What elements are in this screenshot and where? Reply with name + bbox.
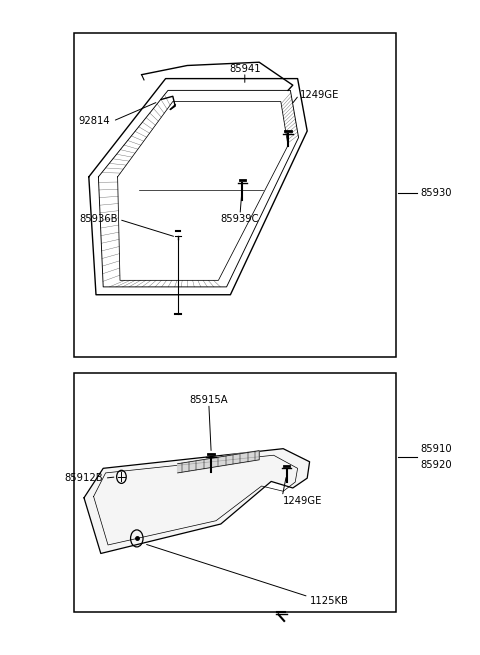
Bar — [74, 33, 396, 357]
Polygon shape — [178, 451, 259, 473]
Text: 1125KB: 1125KB — [310, 595, 348, 606]
Text: 85936B: 85936B — [79, 214, 118, 225]
Text: 85930: 85930 — [420, 188, 452, 198]
Bar — [74, 373, 396, 612]
Text: 85920: 85920 — [420, 460, 452, 470]
Polygon shape — [84, 449, 310, 553]
Text: 1249GE: 1249GE — [283, 496, 323, 506]
Text: 85910: 85910 — [420, 443, 452, 454]
Text: 92814: 92814 — [79, 116, 110, 126]
Text: 85912B: 85912B — [65, 473, 103, 483]
Text: 85915A: 85915A — [190, 394, 228, 405]
Text: 1249GE: 1249GE — [300, 90, 339, 100]
Text: 85939C: 85939C — [221, 214, 259, 225]
Text: 85941: 85941 — [229, 64, 261, 74]
